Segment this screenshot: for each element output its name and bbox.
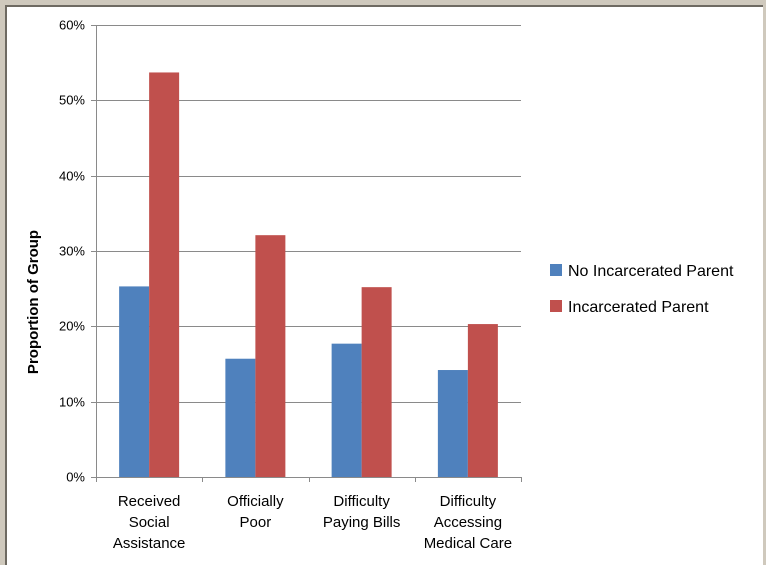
category-label: Social [129,514,170,531]
category-label: Difficulty [440,493,497,510]
y-tick-label: 10% [59,395,85,410]
bar [225,358,256,477]
bar [361,287,392,477]
y-tick-label: 60% [59,18,85,33]
bar [331,343,362,477]
bars [119,72,498,478]
legend-label: No Incarcerated Parent [568,263,734,280]
bar [255,235,286,477]
category-label: Paying Bills [323,514,401,531]
y-tick-label: 50% [59,93,85,108]
legend-swatch [550,300,562,312]
category-label: Difficulty [333,493,390,510]
y-tick-label: 0% [66,470,85,485]
category-label: Officially [227,493,284,510]
legend: No Incarcerated Parent Incarcerated Paren… [550,263,734,316]
y-tick-label: 30% [59,244,85,259]
bar [437,370,468,477]
category-label: Received [118,493,181,510]
axes [96,25,522,482]
category-label: Assistance [113,535,186,552]
legend-swatch [550,264,562,276]
y-axis-ticks: 0% 10% 20% 30% 40% 50% 60% [59,18,96,485]
bar [467,324,498,477]
category-label: Medical Care [424,535,512,552]
legend-label: Incarcerated Parent [568,299,709,316]
category-label: Poor [240,514,272,531]
bar [149,72,180,478]
bar [119,286,150,477]
y-axis-label: Proportion of Group [25,230,42,374]
x-axis-category-labels: Received Social Assistance Officially Poor Di… [113,493,512,552]
y-tick-label: 40% [59,169,85,184]
category-label: Accessing [434,514,502,531]
y-tick-label: 20% [59,319,85,334]
